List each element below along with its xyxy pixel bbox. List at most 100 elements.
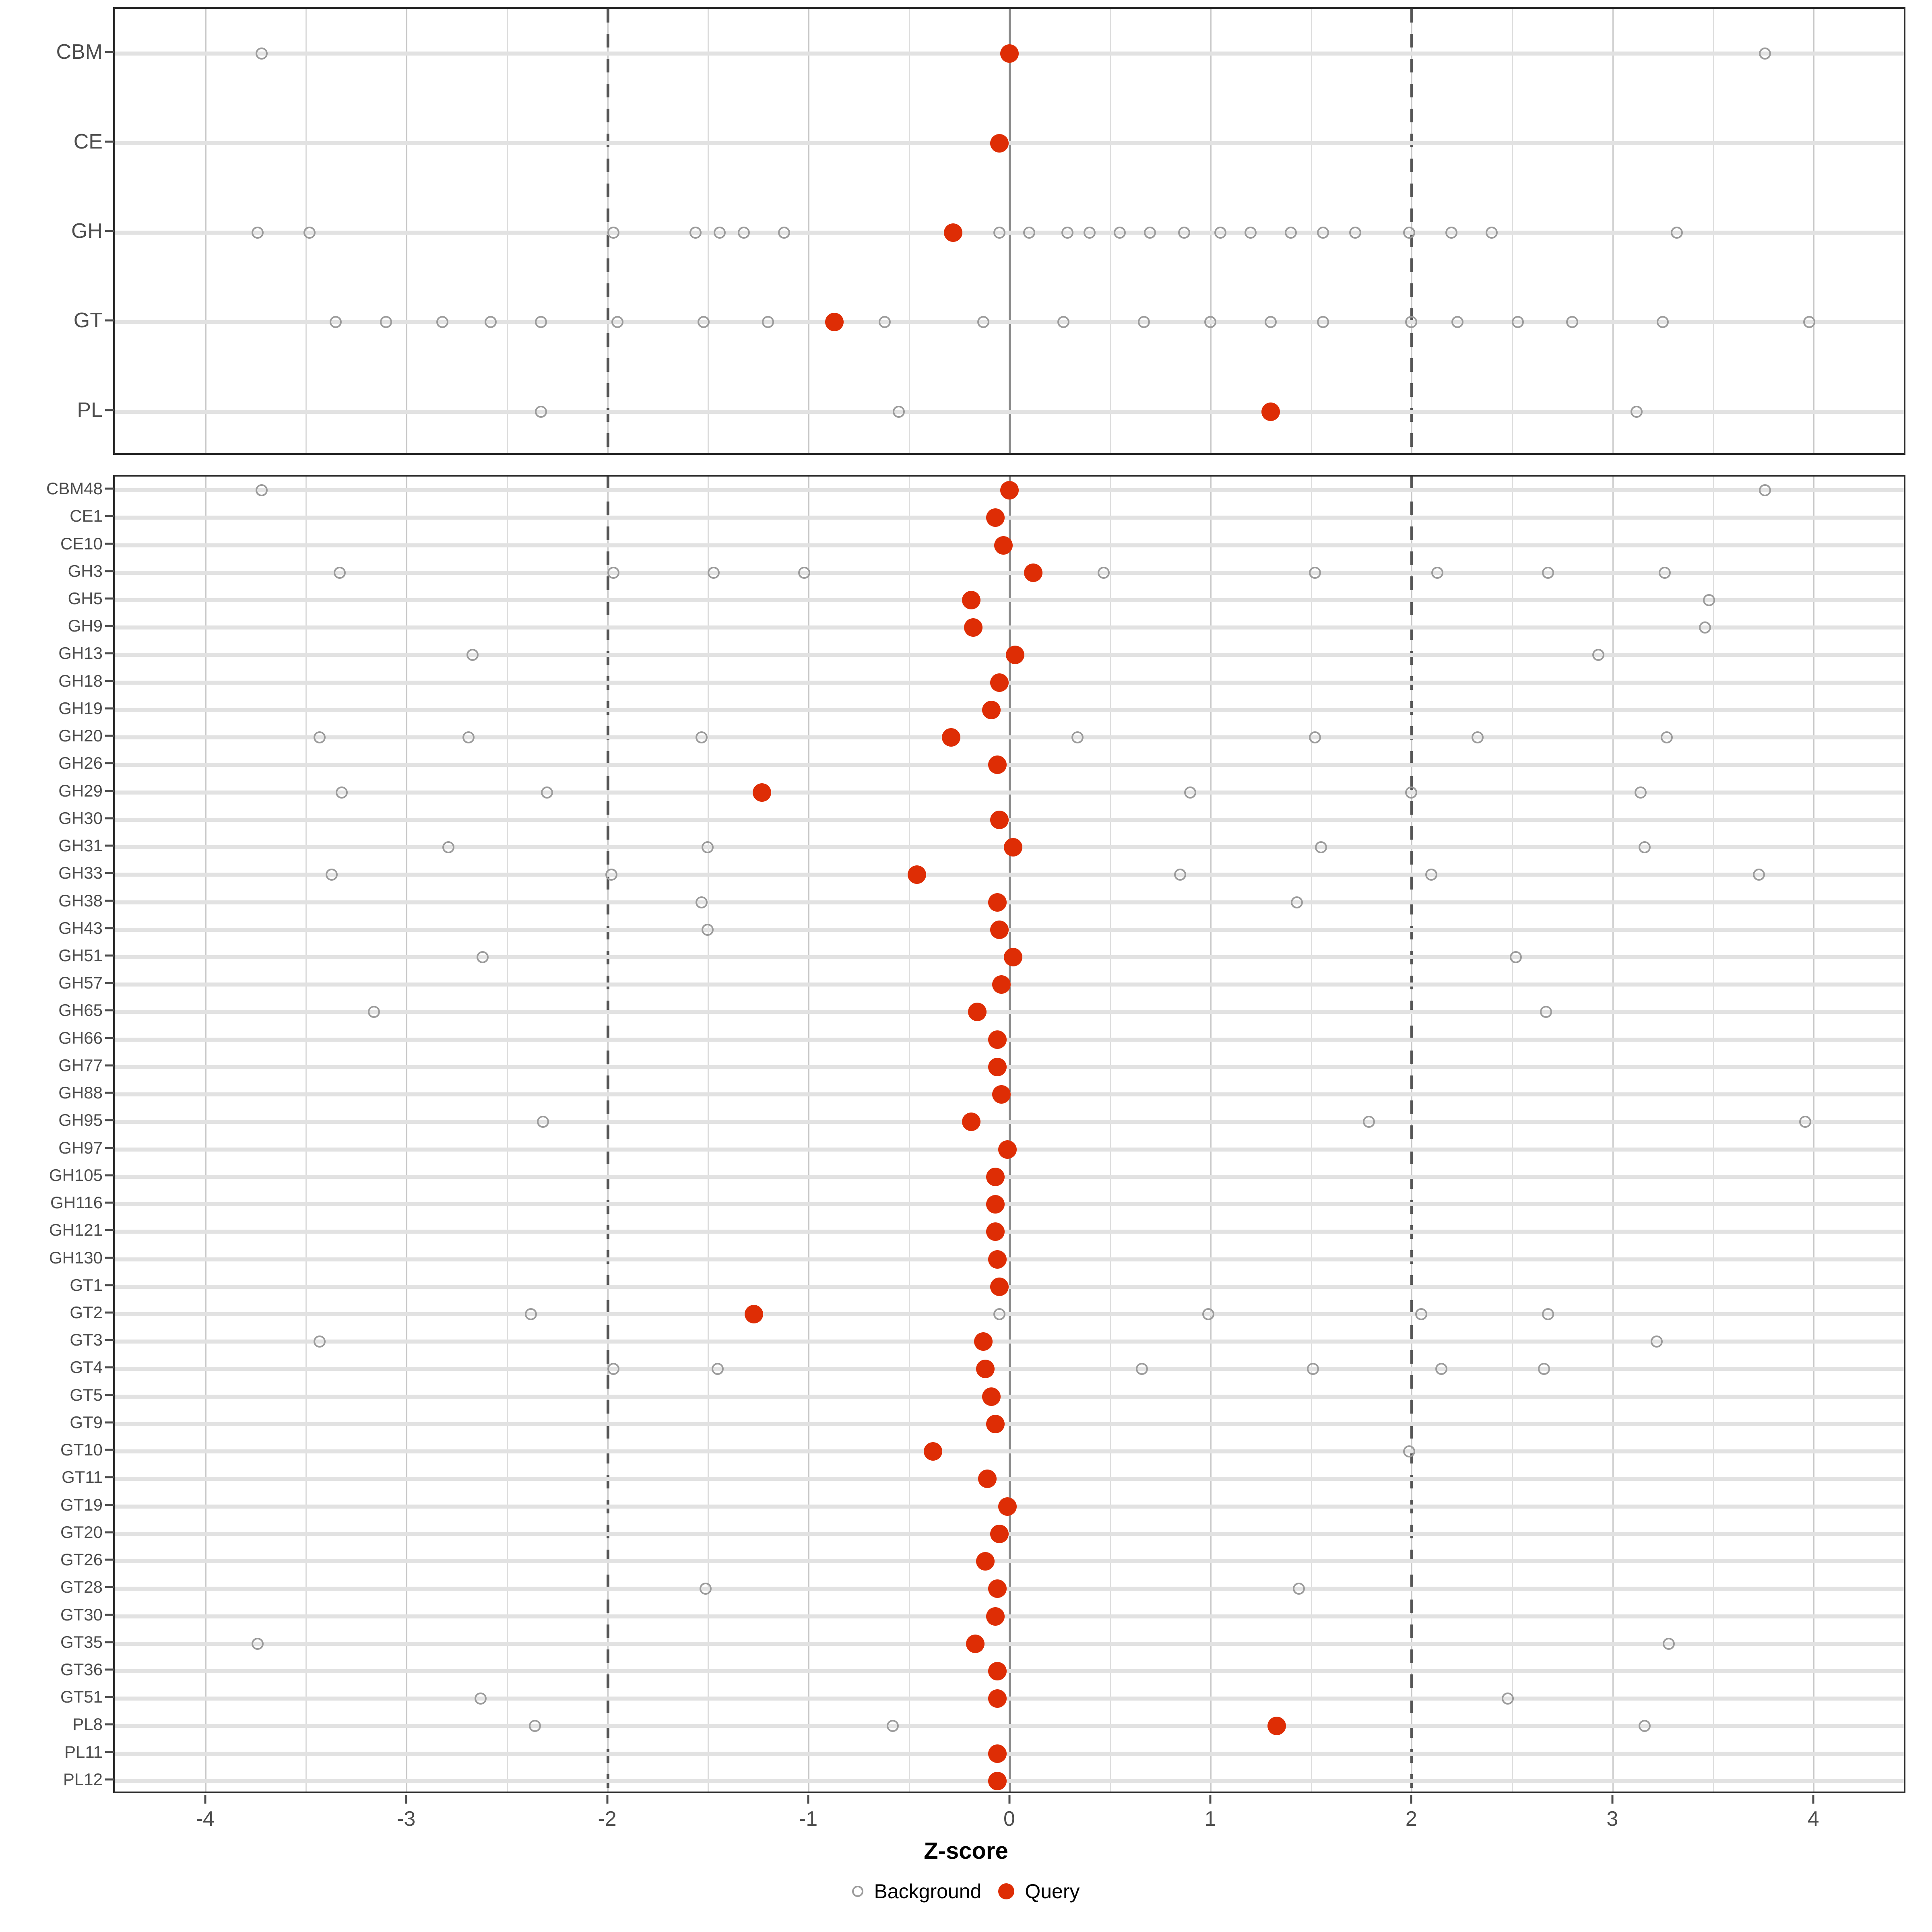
background-data-point[interactable]	[1363, 1116, 1375, 1128]
background-data-point[interactable]	[1699, 621, 1711, 634]
query-data-point[interactable]	[1267, 1717, 1286, 1736]
query-data-point[interactable]	[988, 1744, 1007, 1763]
background-data-point[interactable]	[878, 316, 891, 328]
query-data-point[interactable]	[745, 1305, 764, 1323]
background-data-point[interactable]	[607, 227, 619, 239]
background-data-point[interactable]	[251, 227, 264, 239]
background-data-point[interactable]	[738, 227, 750, 239]
background-data-point[interactable]	[326, 869, 338, 881]
background-data-point[interactable]	[466, 649, 479, 661]
background-data-point[interactable]	[1349, 227, 1361, 239]
query-data-point[interactable]	[1000, 44, 1019, 63]
background-data-point[interactable]	[476, 951, 489, 963]
background-data-point[interactable]	[528, 1720, 541, 1732]
background-data-point[interactable]	[993, 227, 1005, 239]
query-data-point[interactable]	[992, 1085, 1011, 1104]
query-data-point[interactable]	[990, 920, 1009, 939]
background-data-point[interactable]	[1502, 1693, 1514, 1705]
query-data-point[interactable]	[941, 728, 960, 747]
background-data-point[interactable]	[1317, 227, 1329, 239]
background-data-point[interactable]	[712, 1363, 724, 1375]
query-data-point[interactable]	[753, 783, 772, 802]
background-data-point[interactable]	[1803, 316, 1816, 328]
background-data-point[interactable]	[1592, 649, 1604, 661]
background-data-point[interactable]	[1315, 841, 1327, 854]
background-data-point[interactable]	[1023, 227, 1036, 239]
background-data-point[interactable]	[541, 786, 553, 799]
query-data-point[interactable]	[1006, 646, 1025, 665]
query-data-point[interactable]	[986, 1167, 1005, 1186]
background-data-point[interactable]	[1799, 1116, 1812, 1128]
background-data-point[interactable]	[1114, 227, 1126, 239]
background-data-point[interactable]	[535, 405, 547, 418]
query-data-point[interactable]	[988, 1771, 1007, 1790]
query-data-point[interactable]	[1000, 481, 1019, 500]
background-data-point[interactable]	[314, 731, 326, 744]
background-data-point[interactable]	[1660, 731, 1673, 744]
background-data-point[interactable]	[1638, 1720, 1651, 1732]
query-data-point[interactable]	[968, 1003, 987, 1022]
background-data-point[interactable]	[1472, 731, 1484, 744]
query-data-point[interactable]	[1004, 948, 1023, 966]
background-data-point[interactable]	[1431, 566, 1444, 579]
background-data-point[interactable]	[1753, 869, 1765, 881]
query-data-point[interactable]	[1024, 563, 1043, 582]
background-data-point[interactable]	[605, 869, 617, 881]
background-data-point[interactable]	[1284, 227, 1297, 239]
background-data-point[interactable]	[1184, 786, 1196, 799]
query-data-point[interactable]	[982, 700, 1001, 719]
query-data-point[interactable]	[966, 1634, 985, 1653]
background-data-point[interactable]	[1136, 1363, 1148, 1375]
background-data-point[interactable]	[1759, 47, 1771, 60]
background-data-point[interactable]	[1451, 316, 1464, 328]
background-data-point[interactable]	[1415, 1308, 1428, 1320]
background-data-point[interactable]	[1309, 566, 1321, 579]
query-data-point[interactable]	[986, 1195, 1005, 1214]
query-data-point[interactable]	[986, 508, 1005, 527]
background-data-point[interactable]	[1703, 594, 1715, 607]
background-data-point[interactable]	[1445, 227, 1458, 239]
background-data-point[interactable]	[1662, 1637, 1675, 1650]
background-data-point[interactable]	[1057, 316, 1070, 328]
query-data-point[interactable]	[986, 1222, 1005, 1241]
query-data-point[interactable]	[992, 975, 1011, 994]
query-data-point[interactable]	[988, 1250, 1007, 1269]
background-data-point[interactable]	[1542, 1308, 1554, 1320]
background-data-point[interactable]	[336, 786, 348, 799]
background-data-point[interactable]	[368, 1006, 380, 1018]
background-data-point[interactable]	[714, 227, 726, 239]
query-data-point[interactable]	[986, 1607, 1005, 1626]
background-data-point[interactable]	[1538, 1363, 1550, 1375]
background-data-point[interactable]	[798, 566, 811, 579]
background-data-point[interactable]	[778, 227, 791, 239]
background-data-point[interactable]	[700, 1583, 712, 1595]
background-data-point[interactable]	[1290, 896, 1303, 908]
query-data-point[interactable]	[943, 223, 962, 242]
background-data-point[interactable]	[1656, 316, 1669, 328]
background-data-point[interactable]	[1486, 227, 1498, 239]
background-data-point[interactable]	[535, 316, 547, 328]
background-data-point[interactable]	[1244, 227, 1257, 239]
query-data-point[interactable]	[986, 1414, 1005, 1433]
query-data-point[interactable]	[1004, 838, 1023, 857]
background-data-point[interactable]	[607, 1363, 619, 1375]
background-data-point[interactable]	[380, 316, 392, 328]
background-data-point[interactable]	[696, 731, 708, 744]
query-data-point[interactable]	[1261, 402, 1280, 421]
background-data-point[interactable]	[1264, 316, 1277, 328]
background-data-point[interactable]	[462, 731, 475, 744]
query-data-point[interactable]	[998, 1497, 1017, 1516]
background-data-point[interactable]	[255, 484, 268, 497]
background-data-point[interactable]	[1292, 1583, 1305, 1595]
background-data-point[interactable]	[1510, 951, 1522, 963]
query-data-point[interactable]	[907, 865, 926, 884]
background-data-point[interactable]	[977, 316, 989, 328]
query-data-point[interactable]	[982, 1387, 1001, 1406]
background-data-point[interactable]	[1307, 1363, 1319, 1375]
background-data-point[interactable]	[1512, 316, 1524, 328]
background-data-point[interactable]	[537, 1116, 549, 1128]
background-data-point[interactable]	[1634, 786, 1647, 799]
background-data-point[interactable]	[1178, 227, 1190, 239]
background-data-point[interactable]	[1084, 227, 1096, 239]
background-data-point[interactable]	[1403, 1445, 1416, 1458]
